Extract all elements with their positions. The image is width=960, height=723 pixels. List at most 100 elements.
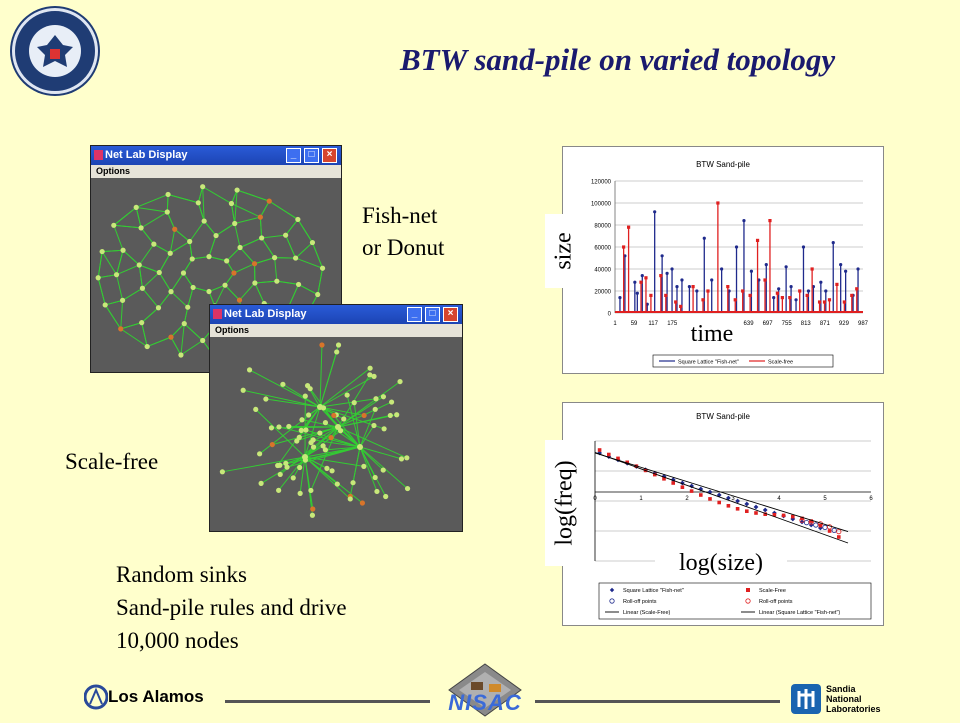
graph-node [96,275,101,280]
window-titlebar[interactable]: Net Lab Display _ □ × [210,305,462,324]
graph-node [182,321,187,326]
data-point [804,520,808,524]
x-tick-label: 697 [763,321,774,327]
legend-swatch [746,588,750,592]
graph-edge [260,217,261,238]
graph-node [335,424,341,430]
graph-node [345,392,350,397]
menubar: Options [91,165,341,178]
graph-edge [260,201,269,217]
graph-node [252,261,257,266]
close-button[interactable]: × [322,148,337,163]
seal-inner [29,25,81,77]
minimize-button[interactable]: _ [407,307,422,322]
minimize-button[interactable]: _ [286,148,301,163]
maximize-button[interactable]: □ [425,307,440,322]
data-point [814,523,818,527]
graph-node [320,443,325,448]
graph-node [253,407,258,412]
graph-node [367,372,372,377]
data-point [828,529,832,533]
graph-node [303,394,308,399]
data-point [824,289,827,292]
graph-edge [286,219,298,235]
graph-node [371,423,376,428]
data-point [802,245,805,248]
fishnet-label: Fish-net or Donut [362,200,444,264]
graph-edge [121,300,123,329]
graph-node [293,255,298,260]
graph-node [151,242,156,247]
graph-edge [320,345,322,407]
graph-node [341,416,346,421]
graph-edge [262,235,286,238]
data-point [720,267,723,270]
y-tick-label: 120000 [591,180,612,186]
graph-edge [360,447,377,491]
graph-edge [209,236,216,257]
close-button[interactable]: × [443,307,458,322]
legend-entry: Roll-off points [759,599,793,605]
data-point [756,239,759,242]
data-point [649,294,652,297]
y-tick-label: 0 [608,312,612,318]
net-lab-window-bottom[interactable]: Net Lab Display _ □ × Options [209,304,463,532]
data-point [785,265,788,268]
graph-edge [225,285,239,300]
series-square-lattice [615,210,863,313]
los-alamos-icon [84,682,108,712]
graph-node [145,344,150,349]
graph-edge [123,288,143,300]
graph-edge [168,194,198,202]
graph-edge [139,265,142,288]
data-point [791,515,795,519]
graph-node [276,424,281,429]
data-point [782,514,786,518]
x-tick-label: 813 [801,321,812,327]
sandia-text-line3: Laboratories [826,704,881,714]
data-point [708,497,712,501]
maximize-button[interactable]: □ [304,148,319,163]
graph-edge [170,229,175,253]
graph-node [259,235,264,240]
graph-node [232,221,237,226]
window-titlebar[interactable]: Net Lab Display _ □ × [91,146,341,165]
data-point [734,298,737,301]
graph-edge [188,287,193,307]
graph-edge [98,252,102,278]
menu-options[interactable]: Options [96,166,130,176]
graph-node [178,352,183,357]
data-point [727,504,731,508]
legend-entry: Scale-free [768,360,793,366]
graph-node [299,428,304,433]
data-point [818,300,821,303]
graph-edge [136,207,167,212]
graph-edge [154,244,170,253]
graph-edge [190,242,193,259]
fishnet-label-line2: or Donut [362,232,444,264]
graph-node [134,205,139,210]
data-point [598,448,602,452]
los-alamos-text: Los Alamos [108,687,204,707]
graph-node [291,475,296,480]
graph-node [231,270,236,275]
graph-node [399,456,404,461]
data-point [807,289,810,292]
graph-edge [105,305,121,329]
data-point [661,254,664,257]
graph-node [405,486,410,491]
data-point [710,278,713,281]
y-tick-label: 20000 [594,290,611,296]
sandia-thunderbird-icon [790,683,822,715]
graph-edge [123,250,139,265]
sandia-logo: Sandia National Laboratories [790,683,900,717]
graph-edge [184,324,202,341]
window-title: Net Lab Display [224,308,307,320]
graph-node [120,248,125,253]
data-point [691,285,694,288]
graph-edge [296,243,313,259]
menu-options[interactable]: Options [215,325,249,335]
graph-edge [114,225,141,228]
graph-edge [350,447,360,496]
data-point [744,502,749,507]
